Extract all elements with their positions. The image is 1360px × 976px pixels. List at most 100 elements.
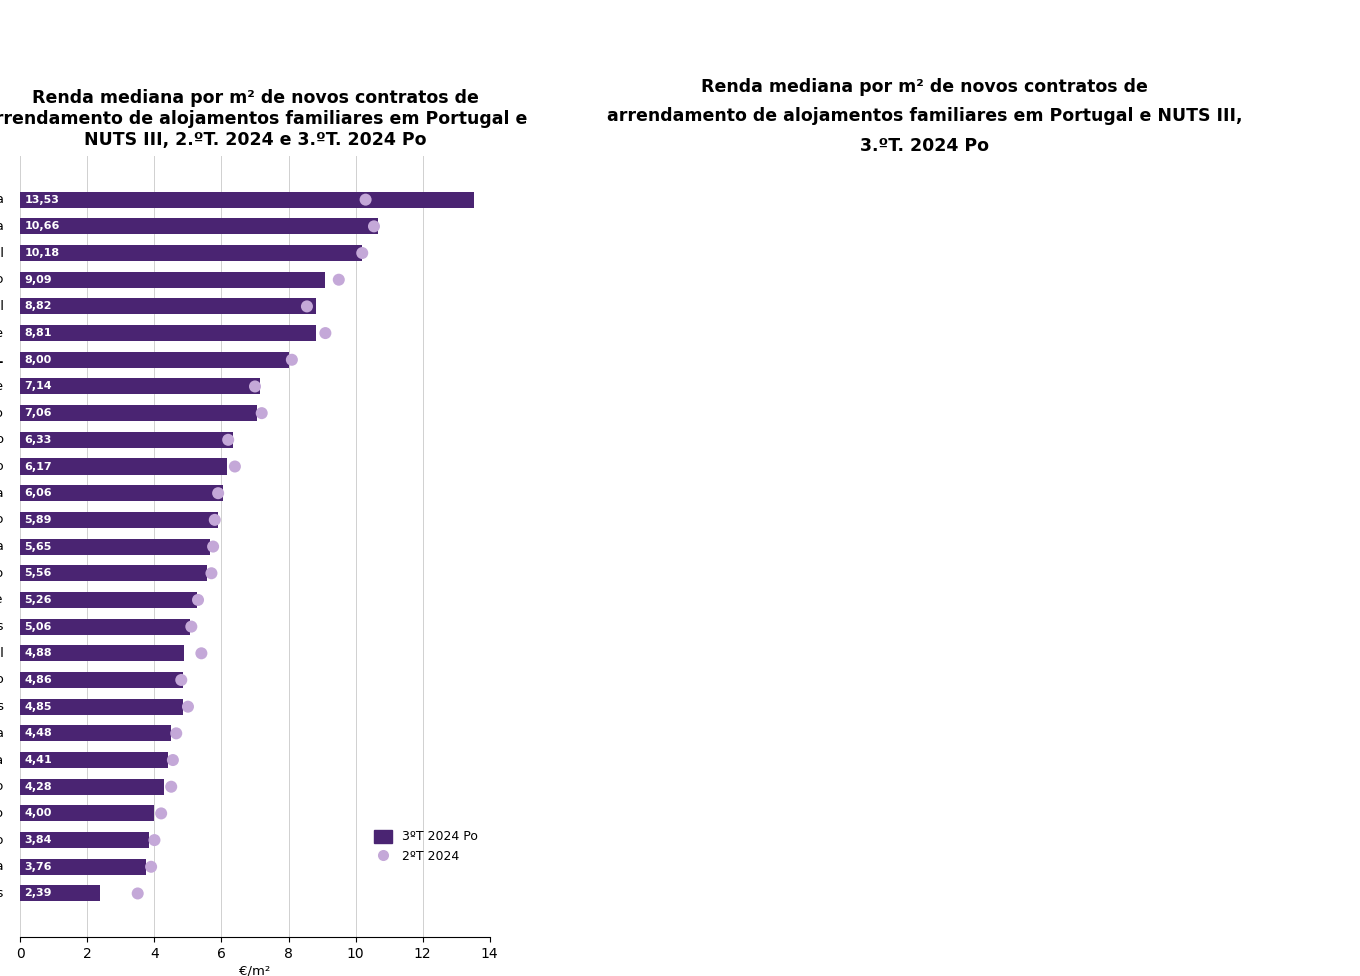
- Text: Alentejo Central: Alentejo Central: [0, 647, 4, 660]
- Text: PORTUGAL: PORTUGAL: [0, 353, 4, 366]
- Point: [204, 512, 226, 528]
- Bar: [20, 725, 170, 742]
- Text: Ave: Ave: [0, 593, 4, 606]
- Text: Beira Baixa: Beira Baixa: [0, 727, 4, 740]
- Text: 3.ºT. 2024 Po: 3.ºT. 2024 Po: [861, 137, 989, 154]
- Point: [296, 299, 318, 314]
- Legend: 3ºT 2024 Po, 2ºT 2024: 3ºT 2024 Po, 2ºT 2024: [369, 825, 483, 869]
- Text: Algarve: Algarve: [0, 327, 4, 340]
- Point: [207, 485, 228, 501]
- Bar: [20, 379, 260, 394]
- Bar: [20, 859, 147, 874]
- Point: [250, 405, 272, 421]
- Bar: [20, 299, 316, 314]
- Text: 10,18: 10,18: [24, 248, 60, 258]
- Text: 4,28: 4,28: [24, 782, 52, 792]
- Text: Médio Tejo: Médio Tejo: [0, 567, 4, 580]
- Text: 8,82: 8,82: [24, 302, 52, 311]
- Text: 4,00: 4,00: [24, 808, 52, 819]
- Point: [160, 779, 182, 794]
- Text: 5,56: 5,56: [24, 568, 52, 578]
- Point: [224, 459, 246, 474]
- Bar: [20, 752, 169, 768]
- Text: Beiras e S.Estrela: Beiras e S.Estrela: [0, 860, 4, 874]
- Bar: [20, 805, 155, 822]
- Text: 8,00: 8,00: [24, 354, 52, 365]
- Bar: [20, 779, 163, 794]
- Point: [140, 859, 162, 874]
- Text: Renda mediana por m² de novos contratos de: Renda mediana por m² de novos contratos …: [702, 78, 1148, 96]
- Text: Cávado: Cávado: [0, 407, 4, 420]
- Text: 6,06: 6,06: [24, 488, 52, 498]
- Point: [282, 352, 303, 368]
- Bar: [20, 565, 207, 582]
- Bar: [20, 591, 197, 608]
- Text: P. de Setúbal: P. de Setúbal: [0, 247, 4, 260]
- Point: [355, 192, 377, 208]
- Point: [351, 245, 373, 261]
- Text: 2,39: 2,39: [24, 888, 52, 899]
- Text: Oeste: Oeste: [0, 380, 4, 393]
- Bar: [20, 672, 184, 688]
- Text: 7,14: 7,14: [24, 382, 52, 391]
- Bar: [20, 619, 190, 634]
- Point: [245, 379, 267, 394]
- Text: 6,17: 6,17: [24, 462, 52, 471]
- Bar: [20, 539, 209, 554]
- Text: 10,66: 10,66: [24, 222, 60, 231]
- Bar: [20, 325, 316, 341]
- Point: [203, 539, 224, 554]
- Text: 3,76: 3,76: [24, 862, 52, 872]
- Text: Alto Minho: Alto Minho: [0, 460, 4, 473]
- Bar: [20, 511, 218, 528]
- Point: [190, 645, 212, 661]
- Text: Tâmega e Sousa: Tâmega e Sousa: [0, 753, 4, 766]
- Text: Baixo Alentejo: Baixo Alentejo: [0, 673, 4, 686]
- Point: [218, 432, 239, 448]
- Text: 4,85: 4,85: [24, 702, 52, 712]
- Bar: [20, 219, 378, 234]
- Point: [144, 833, 166, 848]
- Text: 5,89: 5,89: [24, 515, 52, 525]
- Bar: [20, 405, 257, 421]
- X-axis label: €/m²: €/m²: [239, 965, 271, 976]
- Text: R. A. Madeira: R. A. Madeira: [0, 220, 4, 233]
- Text: Região de Leiria: Região de Leiria: [0, 540, 4, 553]
- Text: T.Trás-os-Montes: T.Trás-os-Montes: [0, 887, 4, 900]
- Text: Lezíria do Tejo: Lezíria do Tejo: [0, 513, 4, 526]
- Text: 6,33: 6,33: [24, 435, 52, 445]
- Text: Viseu Dão Lafões: Viseu Dão Lafões: [0, 620, 4, 633]
- Point: [177, 699, 199, 714]
- Point: [363, 219, 385, 234]
- Text: arrendamento de alojamentos familiares em Portugal e NUTS III,: arrendamento de alojamentos familiares e…: [607, 107, 1243, 125]
- Bar: [20, 885, 101, 902]
- Text: 4,41: 4,41: [24, 755, 52, 765]
- Text: 5,65: 5,65: [24, 542, 52, 551]
- Text: 9,09: 9,09: [24, 274, 52, 285]
- Bar: [20, 431, 233, 448]
- Point: [170, 672, 192, 688]
- Text: 7,06: 7,06: [24, 408, 52, 418]
- Text: Região de Aveiro: Região de Aveiro: [0, 433, 4, 446]
- Point: [314, 325, 336, 341]
- Title: Renda mediana por m² de novos contratos de
arrendamento de alojamentos familiare: Renda mediana por m² de novos contratos …: [0, 90, 528, 149]
- Bar: [20, 459, 227, 474]
- Bar: [20, 699, 184, 714]
- Point: [166, 725, 188, 741]
- Text: Região de Coimbra: Região de Coimbra: [0, 487, 4, 500]
- Text: 5,26: 5,26: [24, 595, 52, 605]
- Text: Douro: Douro: [0, 807, 4, 820]
- Bar: [20, 833, 150, 848]
- Text: 13,53: 13,53: [24, 194, 60, 205]
- Text: Grande Lisboa: Grande Lisboa: [0, 193, 4, 206]
- Point: [328, 272, 350, 288]
- Text: 8,81: 8,81: [24, 328, 52, 338]
- Bar: [20, 351, 288, 368]
- Text: R. A. Açores: R. A. Açores: [0, 700, 4, 713]
- Point: [188, 592, 209, 608]
- Bar: [20, 485, 223, 502]
- Point: [126, 885, 148, 901]
- Point: [181, 619, 203, 634]
- Text: 5,06: 5,06: [24, 622, 52, 631]
- Text: Alentejo Litoral: Alentejo Litoral: [0, 300, 4, 313]
